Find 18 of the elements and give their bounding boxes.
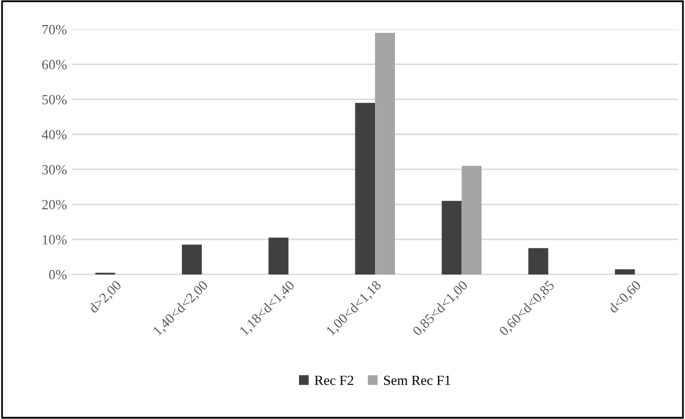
- bar: [528, 248, 548, 274]
- y-tick-label: 30%: [42, 164, 67, 174]
- y-tick-label: 10%: [42, 235, 67, 244]
- bar: [442, 200, 462, 274]
- y-tick-label: 20%: [42, 200, 67, 210]
- bar: [614, 269, 635, 274]
- bar: [462, 166, 482, 274]
- bar: [355, 102, 376, 274]
- bar: [182, 244, 202, 274]
- legend-label: Sem Rec F1: [384, 376, 450, 386]
- y-tick-label: 50%: [42, 94, 67, 104]
- y-tick-label: 0%: [49, 270, 67, 280]
- y-tick-label: 60%: [42, 60, 67, 70]
- y-tick-label: 70%: [42, 24, 67, 34]
- bar: [375, 32, 395, 274]
- bar: [268, 238, 288, 274]
- y-tick-label: 40%: [42, 130, 67, 140]
- legend-label: Rec F2: [314, 376, 354, 386]
